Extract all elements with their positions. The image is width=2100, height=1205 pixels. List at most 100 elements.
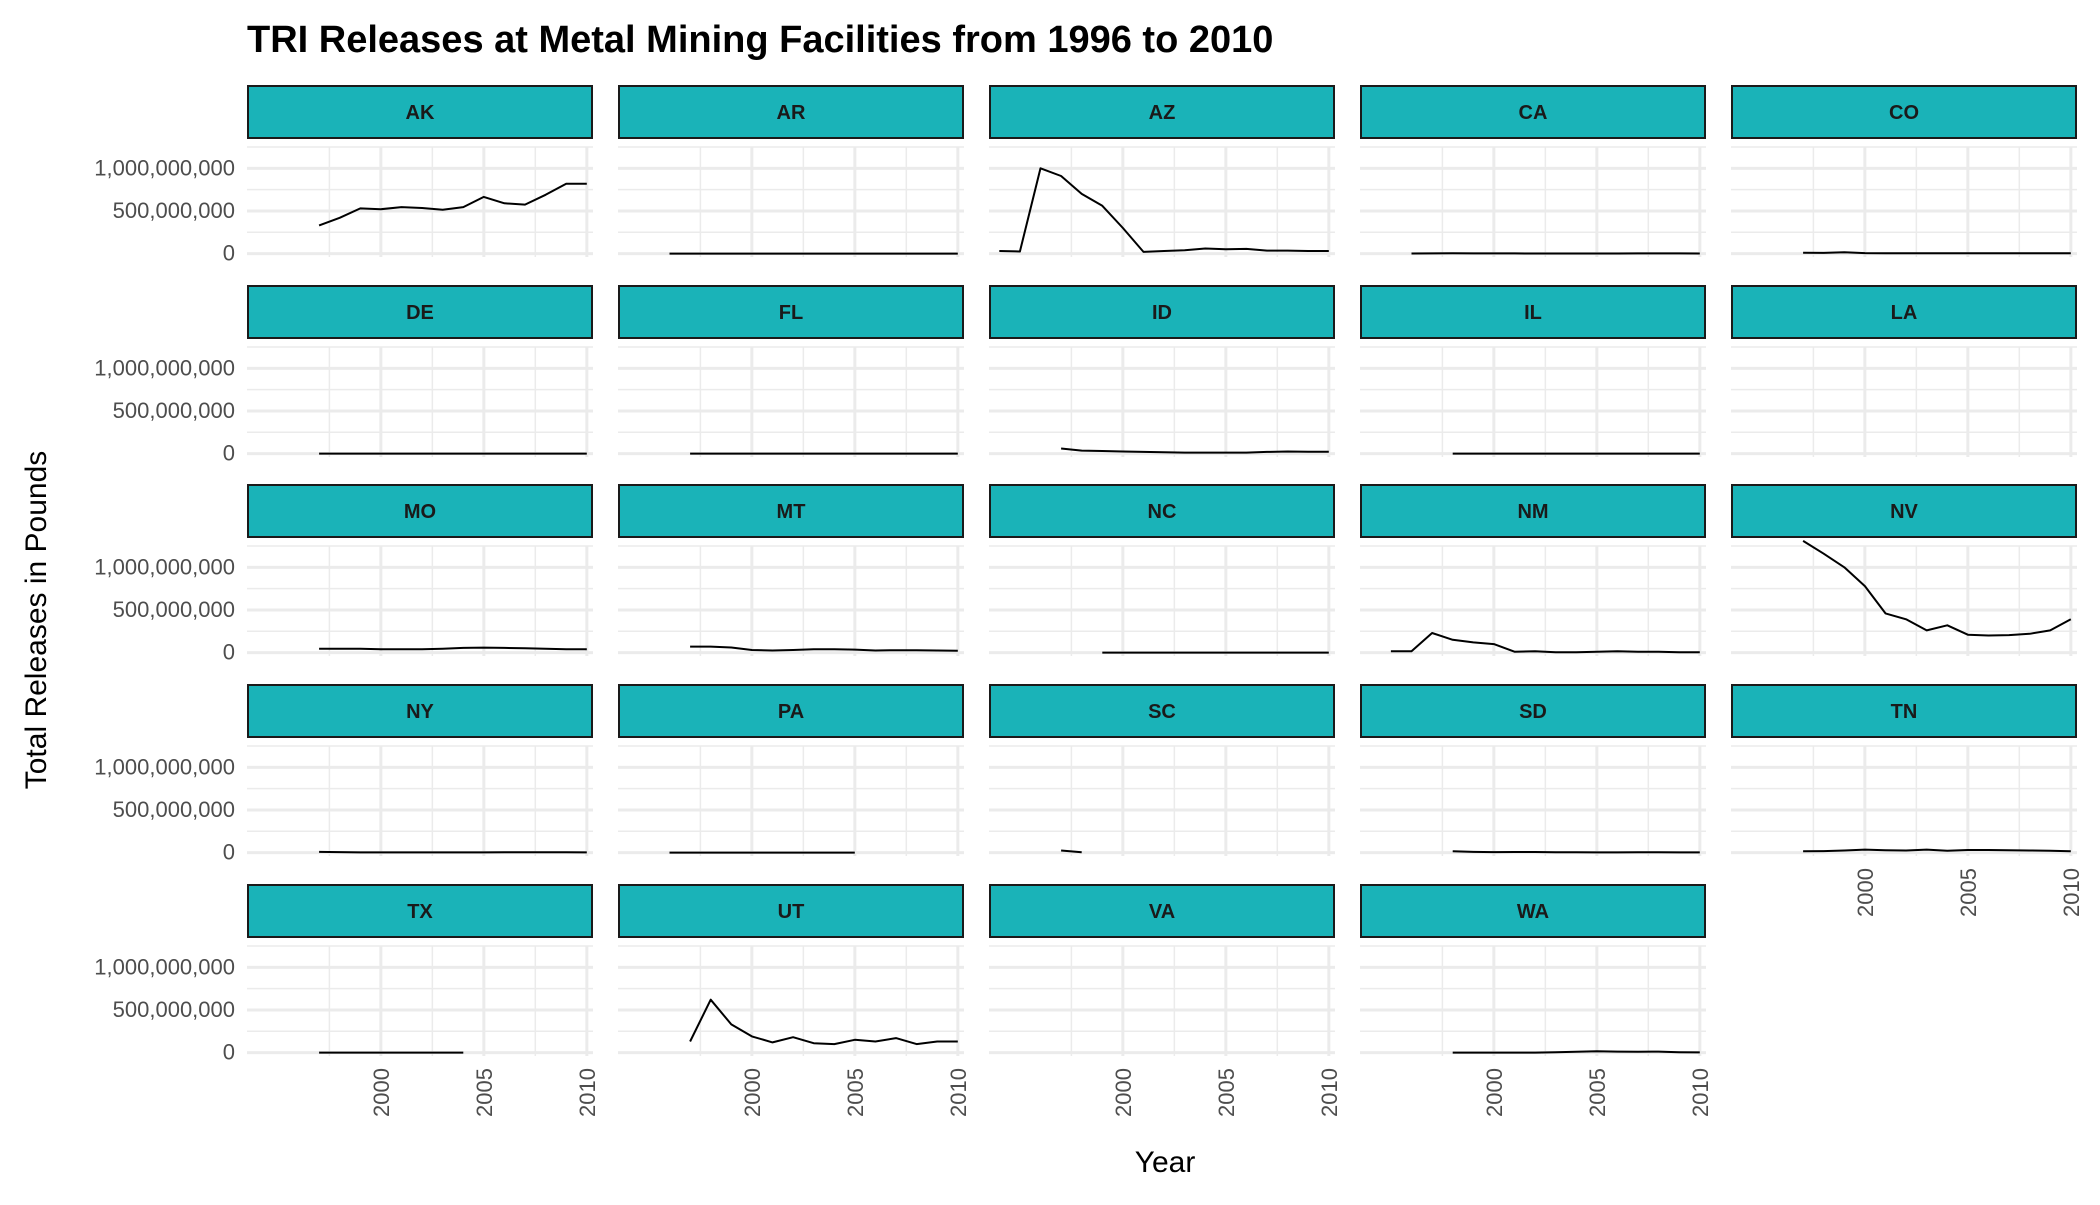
y-tick-label: 0 xyxy=(223,1040,235,1065)
facet-strip-label: CO xyxy=(1889,102,1919,124)
x-tick-label: 2000 xyxy=(369,1068,394,1117)
facet-strip-label: NC xyxy=(1148,501,1177,523)
facet-panel-ar: AR xyxy=(618,86,964,257)
panel-grid xyxy=(989,147,1335,257)
panel-grid xyxy=(618,946,964,1056)
x-tick-label: 2000 xyxy=(1111,1068,1136,1117)
panel-grid xyxy=(989,546,1335,656)
panel-grid xyxy=(989,347,1335,457)
series-line-tn xyxy=(1803,850,2071,852)
panel-grid xyxy=(1731,746,2077,856)
panel-grid xyxy=(1360,347,1706,457)
facet-strip-label: NM xyxy=(1517,501,1548,523)
panel-grid xyxy=(1731,147,2077,257)
y-tick-label: 1,000,000,000 xyxy=(94,554,235,579)
x-tick-label: 2005 xyxy=(1585,1068,1610,1117)
x-tick-label: 2000 xyxy=(1482,1068,1507,1117)
panel-grid xyxy=(989,746,1335,856)
facet-strip-label: AZ xyxy=(1149,102,1176,124)
series-line-mt xyxy=(690,647,958,651)
y-tick-label: 0 xyxy=(223,840,235,865)
series-line-ny xyxy=(319,852,587,853)
facet-panel-nv: NV xyxy=(1731,485,2077,656)
y-tick-label: 500,000,000 xyxy=(113,198,235,223)
facet-panel-mt: MT xyxy=(618,485,964,656)
facet-panel-nm: NM xyxy=(1360,485,1706,656)
panel-grid xyxy=(247,347,593,457)
facet-panel-ca: CA xyxy=(1360,86,1706,257)
facet-panel-co: CO xyxy=(1731,86,2077,257)
facet-strip-label: LA xyxy=(1891,302,1918,324)
series-line-co xyxy=(1803,252,2071,253)
y-tick-label: 500,000,000 xyxy=(113,797,235,822)
panel-grid xyxy=(1731,347,2077,457)
x-tick-label: 2010 xyxy=(575,1068,600,1117)
panel-grid xyxy=(247,147,593,257)
panel-grid xyxy=(247,946,593,1056)
panel-grid xyxy=(247,746,593,856)
facet-panel-la: LA xyxy=(1731,286,2077,457)
y-axis-label: Total Releases in Pounds xyxy=(20,451,53,790)
facet-strip-label: MT xyxy=(777,501,806,523)
facet-strip-label: TN xyxy=(1891,701,1918,723)
y-tick-label: 500,000,000 xyxy=(113,597,235,622)
facet-strip-label: UT xyxy=(778,901,805,923)
x-tick-label: 2010 xyxy=(946,1068,971,1117)
panel-grid xyxy=(989,946,1335,1056)
y-tick-label: 0 xyxy=(223,241,235,266)
panel-grid xyxy=(1360,147,1706,257)
panel-grid xyxy=(618,546,964,656)
y-tick-label: 0 xyxy=(223,640,235,665)
facet-strip-label: AK xyxy=(406,102,435,124)
y-tick-label: 500,000,000 xyxy=(113,398,235,423)
facet-strip-label: MO xyxy=(404,501,436,523)
x-tick-label: 2010 xyxy=(2059,868,2084,917)
facet-strip-label: SC xyxy=(1148,701,1176,723)
facet-panel-pa: PA xyxy=(618,685,964,856)
panel-grid xyxy=(1360,546,1706,656)
chart-title: TRI Releases at Metal Mining Facilities … xyxy=(247,19,1273,61)
panel-grid xyxy=(618,347,964,457)
x-tick-label: 2005 xyxy=(1956,868,1981,917)
panel-grid xyxy=(247,546,593,656)
facet-strip-label: FL xyxy=(779,302,803,324)
x-axis-label: Year xyxy=(1135,1146,1196,1179)
facet-strip-label: SD xyxy=(1519,701,1547,723)
y-tick-label: 1,000,000,000 xyxy=(94,754,235,779)
facet-strip-label: NV xyxy=(1890,501,1918,523)
y-tick-label: 1,000,000,000 xyxy=(94,355,235,380)
panel-grid xyxy=(1360,946,1706,1056)
y-tick-label: 500,000,000 xyxy=(113,997,235,1022)
facet-strip-label: AR xyxy=(777,102,806,124)
series-line-ut xyxy=(690,1000,958,1044)
facet-panel-az: AZ xyxy=(989,86,1335,257)
series-line-sd xyxy=(1453,851,1700,852)
facet-strip-label: WA xyxy=(1517,901,1549,923)
facet-strip-label: ID xyxy=(1152,302,1172,324)
panel-grid xyxy=(1360,746,1706,856)
facet-strip-label: CA xyxy=(1519,102,1548,124)
facet-strip-label: PA xyxy=(778,701,804,723)
panel-grid xyxy=(618,746,964,856)
panel-grid xyxy=(1731,546,2077,656)
y-tick-label: 1,000,000,000 xyxy=(94,954,235,979)
x-tick-label: 2000 xyxy=(1853,868,1878,917)
x-tick-label: 2005 xyxy=(843,1068,868,1117)
facet-panel-sd: SD xyxy=(1360,685,1706,856)
facet-panel-sc: SC xyxy=(989,685,1335,856)
facet-panel-il: IL xyxy=(1360,286,1706,457)
series-line-mo xyxy=(319,648,587,650)
facet-panel-id: ID xyxy=(989,286,1335,457)
facet-strip-label: VA xyxy=(1149,901,1175,923)
panel-grid xyxy=(618,147,964,257)
x-tick-label: 2005 xyxy=(1214,1068,1239,1117)
